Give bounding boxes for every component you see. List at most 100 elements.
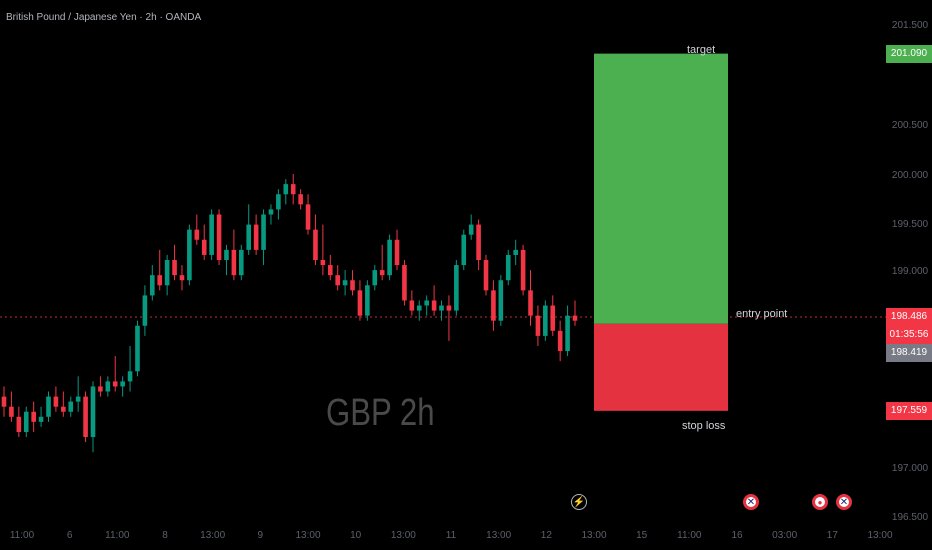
y-tick-label: 200.000	[892, 170, 929, 181]
stop-loss-label: stop loss	[682, 420, 726, 432]
candle-body	[335, 275, 341, 286]
x-tick-label: 16	[731, 530, 743, 541]
target-price-badge: 201.090	[886, 44, 932, 63]
candle-body	[550, 305, 556, 331]
candle-body	[387, 239, 392, 276]
x-tick-label: 9	[258, 530, 264, 541]
candle-body	[164, 260, 170, 286]
candle-body	[90, 386, 96, 438]
candle-body	[31, 411, 36, 422]
target-label: target	[687, 44, 716, 56]
x-tick-label: 6	[67, 530, 73, 541]
lightning-icon[interactable]: ⚡	[571, 494, 587, 510]
candle-body	[53, 396, 59, 407]
candle-body	[276, 194, 281, 210]
candle-body	[157, 275, 163, 286]
candle-body	[194, 229, 200, 240]
candle-body	[357, 290, 363, 316]
last-price-badge: 198.486	[886, 308, 932, 327]
candle-body	[46, 396, 51, 417]
candle-body	[120, 381, 125, 387]
candle-body	[127, 371, 133, 382]
y-tick-label: 199.000	[892, 266, 929, 277]
candle-body	[9, 406, 14, 417]
candle-body	[320, 260, 326, 266]
candle-body	[68, 401, 74, 412]
candle-body	[246, 224, 252, 250]
candle-body	[557, 330, 563, 352]
candle-body	[83, 396, 88, 438]
y-tick-label: 200.500	[892, 120, 929, 131]
candle-body	[187, 229, 192, 281]
candle-body	[75, 396, 81, 402]
x-tick-label: 17	[827, 530, 839, 541]
candle-body	[535, 315, 541, 336]
candle-body	[16, 416, 22, 432]
candle-body	[201, 239, 207, 255]
candle-body	[179, 275, 185, 281]
x-tick-label: 13:00	[581, 530, 606, 541]
candle-body	[365, 285, 370, 316]
candle-body	[476, 224, 481, 260]
x-tick-label: 13:00	[867, 530, 892, 541]
candle-body	[231, 249, 237, 276]
uk-flag-icon[interactable]: ✕	[836, 494, 852, 510]
x-tick-label: 13:00	[391, 530, 416, 541]
candle-body	[379, 270, 385, 276]
candle-body	[416, 305, 422, 311]
candle-body	[461, 234, 467, 266]
candle-body	[305, 204, 311, 230]
y-tick-label: 196.500	[892, 512, 929, 523]
candle-body	[298, 194, 303, 205]
candle-body	[224, 249, 229, 260]
candle-body	[439, 305, 444, 311]
symbol-header[interactable]: British Pound / Japanese Yen · 2h · OAND…	[6, 12, 202, 23]
bar-countdown-badge: 01:35:56	[886, 326, 932, 345]
candle-body	[261, 214, 266, 250]
stop-zone	[594, 323, 728, 411]
x-tick-label: 11:00	[677, 530, 702, 541]
x-tick-label: 11:00	[10, 530, 35, 541]
target-zone	[594, 53, 728, 324]
x-tick-label: 11:00	[105, 530, 130, 541]
candle-body	[150, 275, 155, 296]
y-tick-label: 197.000	[892, 463, 929, 474]
candle-body	[38, 416, 44, 422]
candle-body	[350, 280, 355, 291]
x-tick-label: 8	[162, 530, 168, 541]
x-tick-label: 11	[446, 530, 457, 541]
candle-body	[327, 265, 333, 276]
candle-body	[112, 381, 118, 387]
candle-body	[172, 260, 177, 276]
candle-body	[572, 315, 578, 321]
candle-body	[61, 406, 66, 412]
x-tick-label: 12	[541, 530, 553, 541]
candle-body	[23, 411, 29, 432]
x-tick-label: 10	[350, 530, 362, 541]
candle-body	[528, 290, 533, 316]
candle-body	[372, 270, 378, 286]
candle-body	[142, 295, 148, 326]
candle-body	[394, 239, 400, 266]
candle-body	[468, 224, 474, 235]
candle-body	[565, 315, 570, 352]
candle-body	[409, 300, 415, 311]
x-tick-label: 13:00	[295, 530, 320, 541]
entry-price-badge: 198.419	[886, 344, 932, 363]
candle-body	[290, 184, 296, 195]
y-tick-label: 201.500	[892, 20, 929, 31]
candle-body	[431, 300, 437, 311]
x-tick-label: 13:00	[486, 530, 511, 541]
watermark-text: GBP 2h	[326, 392, 435, 434]
record-icon[interactable]: ●	[812, 494, 828, 510]
x-tick-label: 13:00	[200, 530, 225, 541]
candle-body	[424, 300, 429, 306]
candle-body	[513, 249, 518, 255]
uk-flag-icon[interactable]: ✕	[743, 494, 759, 510]
candle-body	[135, 325, 140, 372]
y-tick-label: 199.500	[892, 219, 929, 230]
candle-body	[454, 265, 459, 311]
candle-body	[520, 249, 526, 291]
candle-body	[1, 396, 7, 407]
